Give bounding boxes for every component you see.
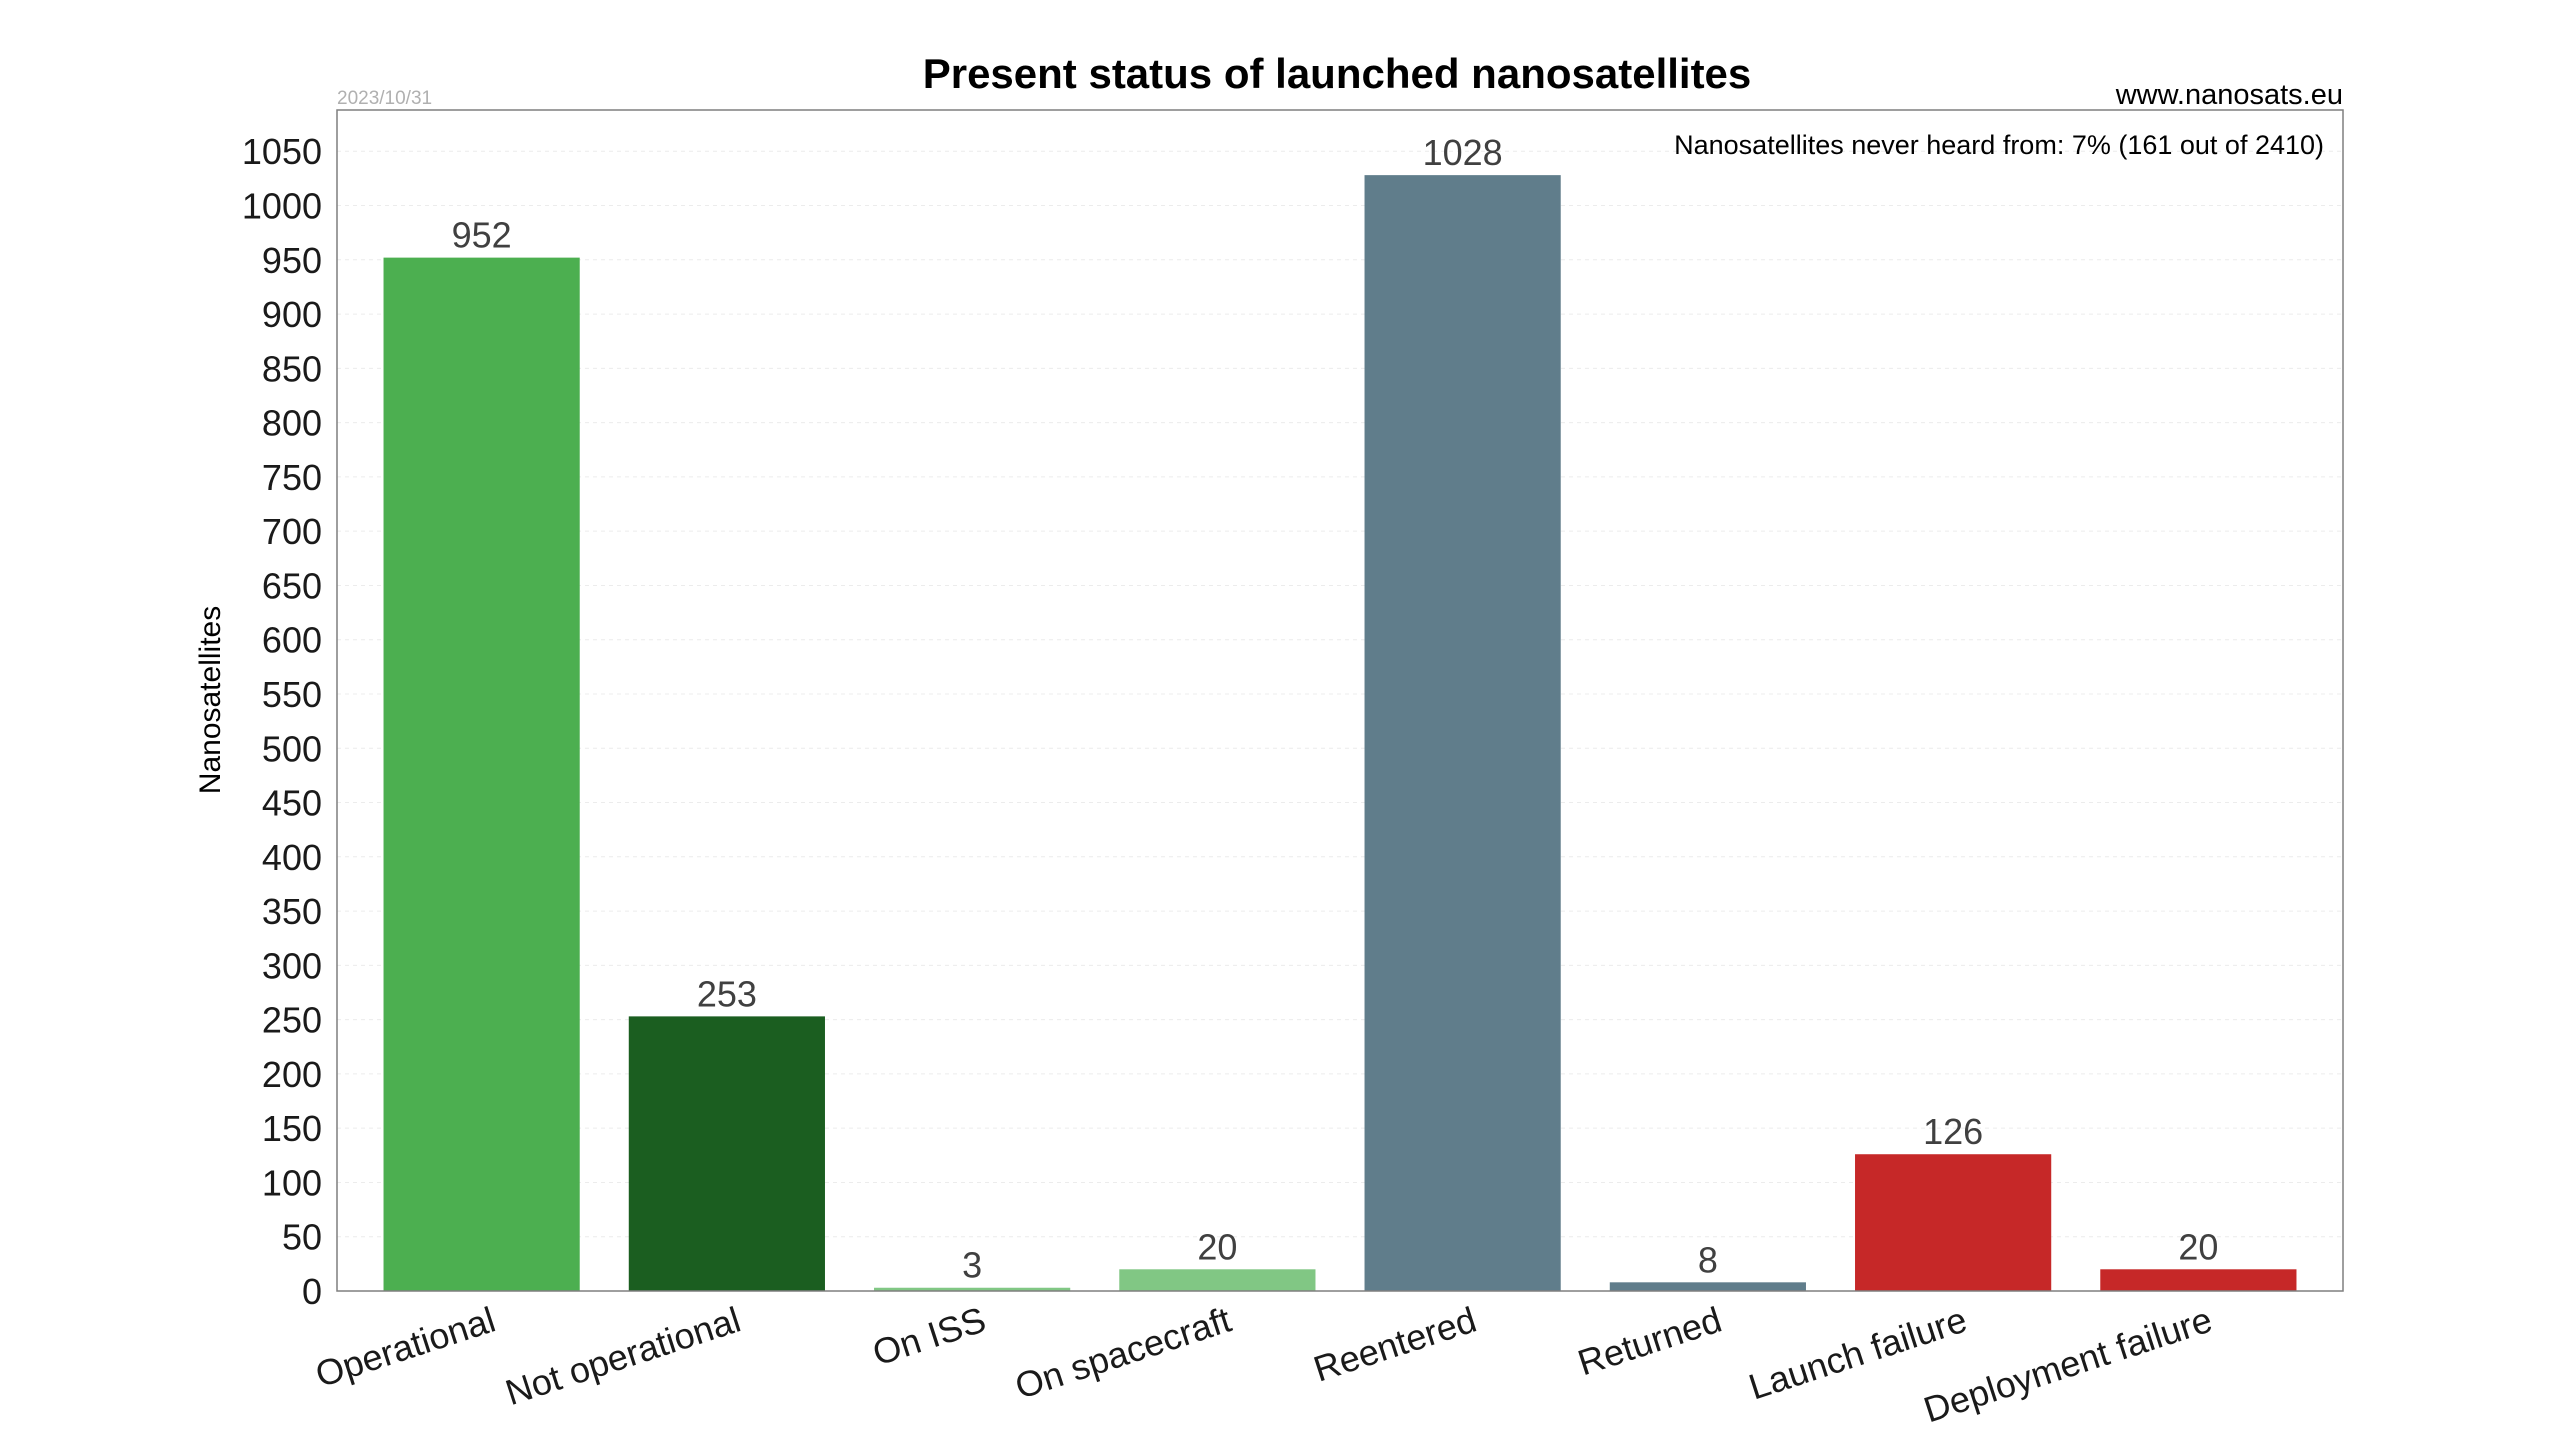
y-tick-label: 250 [262,1000,322,1041]
y-tick-label: 150 [262,1108,322,1149]
data-label: 20 [1197,1226,1237,1267]
y-tick-label: 350 [262,891,322,932]
y-tick-label: 750 [262,457,322,498]
y-axis-ticks: 0 50 100 150 200 250 300 350 400 450 500 550 600 650 7… [242,131,322,1312]
bar[interactable] [628,1016,825,1291]
y-tick-label: 300 [262,945,322,986]
x-tick-label: On spacecraft [1010,1299,1236,1407]
data-label: 8 [1698,1239,1718,1280]
y-axis-label: Nanosatellites [194,606,227,794]
x-tick-label: On ISS [868,1299,991,1374]
data-label: 253 [697,973,757,1014]
bar[interactable] [1119,1269,1316,1291]
y-tick-label: 600 [262,620,322,661]
bar[interactable] [2100,1269,2297,1291]
x-tick-label: Not operational [500,1299,745,1413]
data-label: 126 [1923,1111,1983,1152]
source-link[interactable]: www.nanosats.eu [2115,79,2343,111]
y-tick-label: 100 [262,1162,322,1203]
y-tick-label: 50 [282,1217,322,1258]
y-tick-label: 550 [262,674,322,715]
y-tick-label: 0 [302,1271,322,1312]
y-tick-label: 700 [262,511,322,552]
bar[interactable] [874,1287,1071,1291]
y-tick-label: 1000 [242,186,322,227]
y-tick-label: 650 [262,565,322,606]
gridlines [337,150,2343,1292]
y-tick-label: 200 [262,1054,322,1095]
x-axis-ticks: Operational Not operational On ISS On space… [310,1299,2216,1431]
y-tick-label: 450 [262,783,322,824]
x-tick-label: Reentered [1309,1299,1482,1390]
y-tick-label: 400 [262,837,322,878]
x-tick-label: Operational [310,1299,500,1396]
y-tick-label: 800 [262,403,322,444]
x-tick-label: Returned [1573,1299,1727,1384]
bar[interactable] [1609,1282,1806,1291]
bars [383,175,2297,1292]
bar[interactable] [1364,175,1561,1292]
y-tick-label: 850 [262,348,322,389]
y-tick-label: 950 [262,240,322,281]
y-tick-label: 500 [262,728,322,769]
bar[interactable] [383,257,580,1291]
data-label: 1028 [1423,132,1503,173]
data-label: 952 [452,215,512,256]
date-label: 2023/10/31 [337,88,432,109]
plot-frame [336,109,2344,1292]
never-heard-annotation: Nanosatellites never heard from: 7% (161… [1674,130,2324,160]
y-tick-label: 900 [262,294,322,335]
data-label: 3 [962,1245,982,1286]
y-tick-label: 1050 [242,131,322,172]
data-label: 20 [2178,1226,2218,1267]
chart-title: Present status of launched nanosatellite… [923,50,1752,97]
data-labels: 952 253 3 20 1028 8 126 20 [452,132,2219,1286]
bar[interactable] [1855,1154,2052,1291]
